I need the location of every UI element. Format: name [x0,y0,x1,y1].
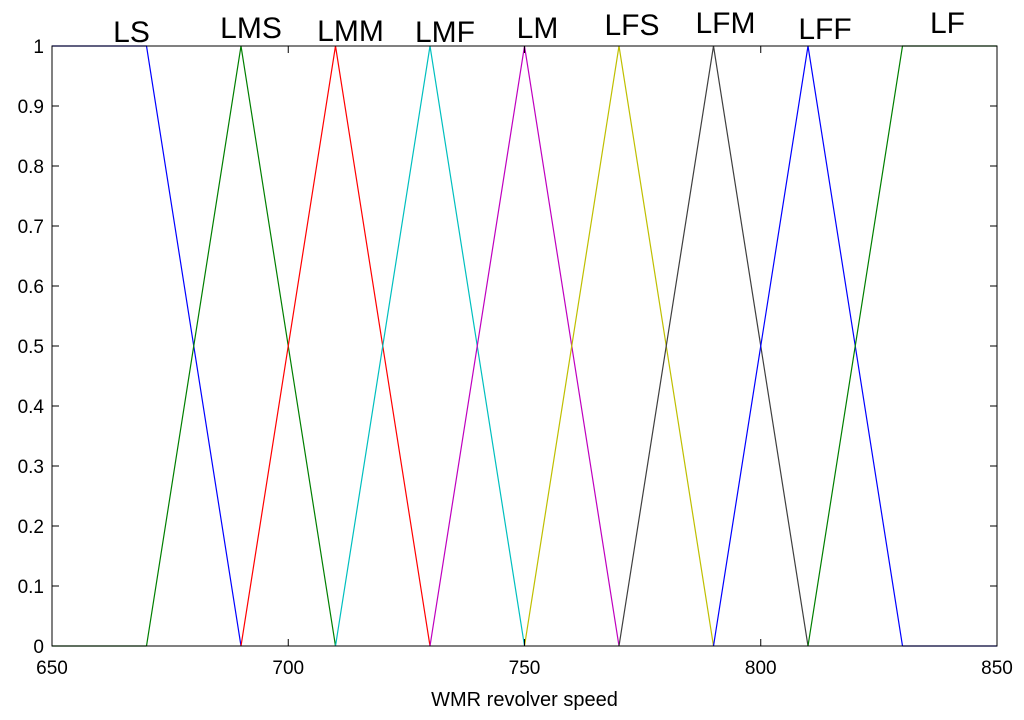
series-label-lfm: LFM [696,7,756,40]
y-tick-label: 0.5 [18,337,44,358]
series-label-lfs: LFS [604,9,659,42]
y-tick-label: 0.8 [18,157,44,178]
tick-labels: 650 700 750 800 850 0 0.1 0.2 0.3 0.4 0.5 0.6 0.7 0.8… [18,37,1013,679]
series-label-lm: LM [517,12,559,45]
series-line-lff [712,45,904,647]
y-tick-label: 0.1 [18,577,44,598]
x-tick-label: 850 [981,658,1013,679]
series-label-lmf: LMF [415,16,475,49]
y-tick-label: 0.7 [18,217,44,238]
y-tick-label: 0 [33,637,44,658]
axis-ticks [51,45,998,647]
series-line-lms [145,45,337,647]
series-line-lmm [240,45,431,647]
series-line-ls [52,45,242,647]
x-tick-label: 800 [745,658,777,679]
series-line-lm [429,45,620,647]
y-tick-label: 1 [33,37,44,58]
series-line-lfm [618,45,809,647]
series-line-lfs [523,45,715,647]
series-label-lmm: LMM [317,15,384,48]
series-label-ls: LS [113,16,150,49]
series-labels: LS LMS LMM LMF LM LFS LFM LFF LF [113,7,965,49]
x-tick-label: 650 [36,658,68,679]
y-tick-label: 0.6 [18,277,44,298]
x-tick-label: 750 [509,658,541,679]
y-tick-label: 0.4 [18,397,45,418]
x-tick-label: 700 [272,658,304,679]
x-axis-label: WMR revolver speed [431,689,618,711]
series-label-lff: LFF [798,13,851,46]
plot-area [52,45,997,647]
y-tick-label: 0.2 [18,517,44,538]
y-tick-label: 0.3 [18,457,44,478]
series-label-lms: LMS [220,12,282,45]
series-line-lf [807,45,997,647]
series-label-lf: LF [930,7,965,40]
series-line-lmf [334,45,526,647]
y-tick-label: 0.9 [18,97,44,118]
